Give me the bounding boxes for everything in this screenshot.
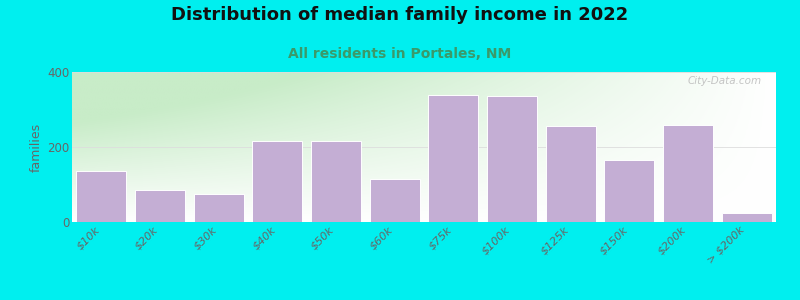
Bar	[663, 124, 713, 222]
Text: All residents in Portales, NM: All residents in Portales, NM	[288, 46, 512, 61]
Bar	[429, 94, 478, 222]
Text: Distribution of median family income in 2022: Distribution of median family income in …	[171, 6, 629, 24]
Bar	[370, 179, 419, 222]
Bar	[487, 96, 537, 222]
Y-axis label: families: families	[30, 122, 43, 172]
Bar	[605, 160, 654, 222]
Bar	[722, 213, 771, 222]
Bar	[253, 141, 302, 222]
Bar	[311, 141, 361, 222]
Text: City-Data.com: City-Data.com	[688, 76, 762, 86]
Bar	[77, 171, 126, 222]
Bar	[135, 190, 185, 222]
Bar	[546, 126, 595, 222]
Bar	[194, 194, 243, 222]
